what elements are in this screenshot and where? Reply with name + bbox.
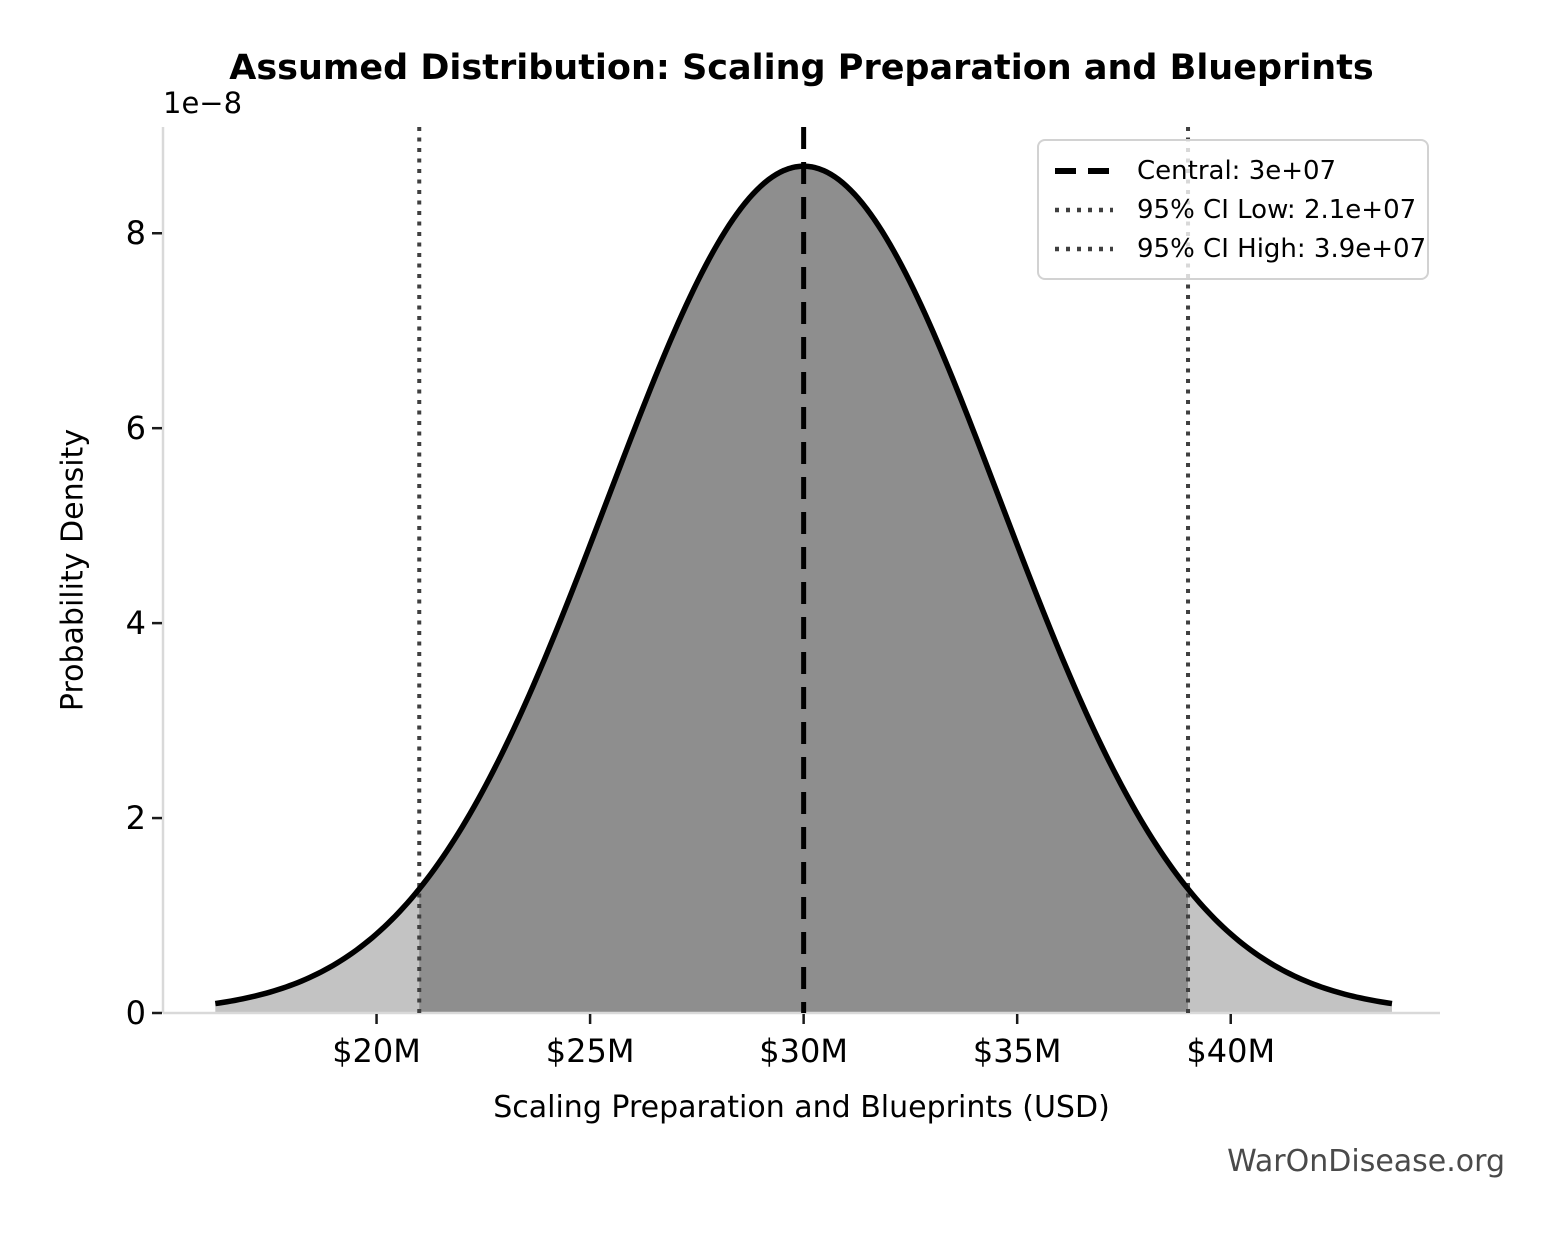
x-axis-label: Scaling Preparation and Blueprints (USD) <box>493 1090 1110 1125</box>
density-curve <box>214 163 1393 1007</box>
legend-entry-label: 95% CI Low: 2.1e+07 <box>1137 194 1417 225</box>
dotted-line-sample-icon <box>1055 207 1113 212</box>
legend-entry: 95% CI Low: 2.1e+07 <box>1055 190 1417 229</box>
x-tick-label: $40M <box>1186 1032 1276 1070</box>
watermark: WarOnDisease.org <box>1227 1144 1505 1179</box>
y-tick-label: 2 <box>125 799 146 838</box>
y-axis-scale-offset-label: 1e−8 <box>163 86 243 120</box>
x-tick-label: $35M <box>972 1032 1062 1070</box>
y-tick-label: 8 <box>125 214 146 253</box>
y-tick-label: 0 <box>125 994 146 1032</box>
y-tick-label: 6 <box>125 409 146 448</box>
y-axis-label: Probability Density <box>55 428 91 712</box>
dashed-line-sample-icon <box>1055 167 1113 174</box>
legend-entry-label: 95% CI High: 3.9e+07 <box>1137 233 1427 264</box>
y-tick-label: 4 <box>125 604 146 643</box>
chart-title: Assumed Distribution: Scaling Preparatio… <box>229 48 1374 88</box>
legend-entry-label: Central: 3e+07 <box>1137 155 1337 186</box>
dotted-line-sample-icon <box>1055 246 1113 251</box>
x-tick-label: $30M <box>759 1032 848 1070</box>
legend-entry: Central: 3e+07 <box>1055 151 1413 190</box>
x-tick-label: $25M <box>545 1032 635 1070</box>
x-tick-label: $20M <box>332 1032 421 1070</box>
legend: Central: 3e+07 95% CI Low: 2.1e+07 95% CI … <box>1037 139 1429 280</box>
legend-entry: 95% CI High: 3.9e+07 <box>1055 229 1426 268</box>
